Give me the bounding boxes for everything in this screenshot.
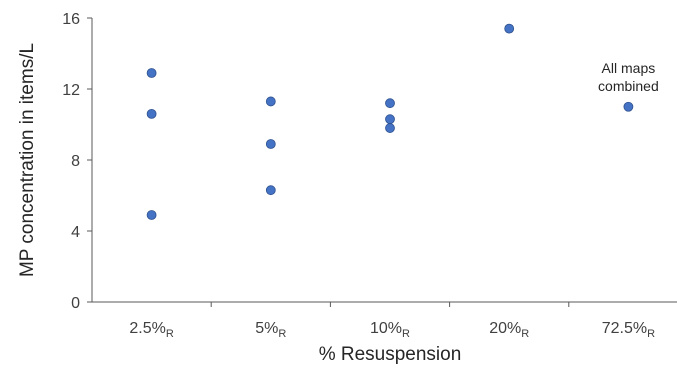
- x-tick-label-main: 10%: [370, 320, 402, 337]
- data-point: [265, 185, 276, 196]
- data-point: [504, 23, 515, 34]
- x-tick-label-main: 20%: [489, 320, 521, 337]
- annotation-line: All maps: [602, 60, 656, 76]
- x-tick-label-subscript: R: [402, 328, 410, 340]
- data-point: [385, 114, 395, 125]
- x-tick-label: 10%R: [370, 320, 410, 340]
- data-point: [623, 101, 634, 112]
- x-tick-labels: 2.5%R 5%R 10%R 20%R 72.5%R: [129, 320, 655, 340]
- data-points: [146, 23, 634, 220]
- y-tick-label: 12: [62, 82, 80, 99]
- x-tick-label-subscript: R: [278, 328, 286, 340]
- x-tick-label: 2.5%R: [129, 320, 173, 340]
- axes: [87, 17, 677, 307]
- x-axis-title: % Resuspension: [319, 344, 462, 365]
- x-tick-label-subscript: R: [166, 328, 174, 340]
- data-point: [265, 139, 276, 149]
- data-point: [385, 98, 395, 109]
- x-tick-label-main: 5%: [255, 320, 278, 337]
- y-tick-label: 16: [62, 11, 80, 28]
- data-point: [146, 68, 157, 78]
- annotations: All maps combined: [598, 60, 659, 94]
- data-point: [146, 210, 157, 220]
- data-point: [265, 96, 276, 107]
- x-tick-label: 5%R: [255, 320, 286, 340]
- y-tick-label: 0: [71, 295, 80, 312]
- y-tick-label: 4: [71, 224, 80, 241]
- x-tick-label: 72.5%R: [602, 320, 655, 340]
- y-axis-title: MP concentration in items/L: [17, 43, 38, 277]
- data-point: [385, 123, 395, 133]
- x-tick-label: 20%R: [489, 320, 529, 340]
- y-tick-label: 8: [71, 153, 80, 170]
- x-tick-label-main: 2.5%: [129, 320, 165, 337]
- x-tick-label-subscript: R: [521, 328, 529, 340]
- y-tick-labels: 0 4 8 12 16: [62, 11, 80, 312]
- annotation-label: All maps combined: [598, 60, 659, 94]
- x-tick-label-main: 72.5%: [602, 320, 647, 337]
- annotation-line: combined: [598, 78, 659, 94]
- x-tick-label-subscript: R: [647, 328, 655, 340]
- data-point: [146, 108, 157, 119]
